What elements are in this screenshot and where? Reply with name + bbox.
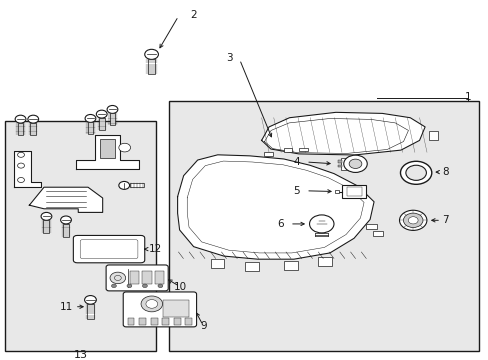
Polygon shape <box>177 155 373 259</box>
Text: 5: 5 <box>292 186 299 196</box>
Bar <box>129 271 139 284</box>
Circle shape <box>405 165 426 180</box>
Circle shape <box>110 272 125 284</box>
Text: 2: 2 <box>190 10 197 20</box>
Bar <box>244 262 258 271</box>
Circle shape <box>41 212 52 220</box>
Bar <box>185 318 192 325</box>
Polygon shape <box>76 135 139 169</box>
Circle shape <box>403 213 422 228</box>
Circle shape <box>96 110 107 118</box>
Text: 6: 6 <box>276 219 283 229</box>
Text: 9: 9 <box>200 321 207 331</box>
Bar <box>99 118 104 130</box>
Bar <box>283 148 292 152</box>
Circle shape <box>111 284 116 288</box>
Circle shape <box>348 159 361 168</box>
Bar <box>150 318 157 325</box>
Bar <box>87 122 93 134</box>
Circle shape <box>85 114 96 122</box>
Text: 11: 11 <box>60 302 73 312</box>
Text: 13: 13 <box>74 350 87 360</box>
Bar <box>129 183 144 187</box>
Circle shape <box>141 296 162 312</box>
Bar <box>100 139 115 158</box>
Bar <box>147 59 155 74</box>
Circle shape <box>399 210 426 230</box>
Bar <box>173 318 180 325</box>
Bar <box>63 224 69 237</box>
FancyBboxPatch shape <box>73 235 144 263</box>
Bar <box>127 318 134 325</box>
Text: 10: 10 <box>173 282 186 292</box>
Bar <box>428 131 437 140</box>
Bar <box>337 160 341 163</box>
Bar <box>30 123 36 135</box>
Circle shape <box>119 181 129 189</box>
Circle shape <box>343 155 366 172</box>
Bar <box>210 259 224 268</box>
Text: 1: 1 <box>464 92 470 102</box>
Text: 7: 7 <box>442 215 448 225</box>
FancyBboxPatch shape <box>123 292 196 327</box>
Circle shape <box>15 115 26 123</box>
Polygon shape <box>29 187 102 212</box>
Circle shape <box>127 284 132 288</box>
Bar <box>299 148 307 151</box>
Circle shape <box>107 105 118 113</box>
Text: 8: 8 <box>442 167 448 177</box>
Circle shape <box>84 296 96 304</box>
Bar <box>87 304 94 319</box>
Bar <box>139 318 146 325</box>
Bar <box>334 190 338 193</box>
Polygon shape <box>14 151 41 187</box>
FancyBboxPatch shape <box>106 265 168 291</box>
Bar <box>342 185 365 198</box>
Text: 3: 3 <box>226 53 233 63</box>
Circle shape <box>407 217 417 224</box>
Bar <box>340 158 354 170</box>
Circle shape <box>119 143 130 152</box>
Text: 4: 4 <box>292 157 299 167</box>
Bar <box>18 123 23 135</box>
Circle shape <box>400 161 431 184</box>
Bar <box>163 300 188 317</box>
Bar <box>337 165 341 167</box>
Circle shape <box>145 300 157 308</box>
Bar <box>162 318 169 325</box>
Circle shape <box>158 284 163 288</box>
Bar <box>5 121 156 351</box>
Bar <box>142 271 151 284</box>
Circle shape <box>144 49 158 59</box>
Polygon shape <box>261 112 424 155</box>
Bar <box>264 152 272 156</box>
Circle shape <box>28 115 39 123</box>
Text: 12: 12 <box>149 244 162 254</box>
Bar <box>365 224 376 229</box>
Bar <box>43 220 49 233</box>
Bar <box>168 101 478 351</box>
Bar <box>372 231 383 236</box>
Bar <box>284 261 297 270</box>
Circle shape <box>61 216 71 224</box>
Circle shape <box>142 284 147 288</box>
Bar <box>154 271 164 284</box>
Bar <box>346 187 361 196</box>
Bar <box>318 257 331 266</box>
Circle shape <box>309 215 333 233</box>
Bar <box>109 113 115 125</box>
